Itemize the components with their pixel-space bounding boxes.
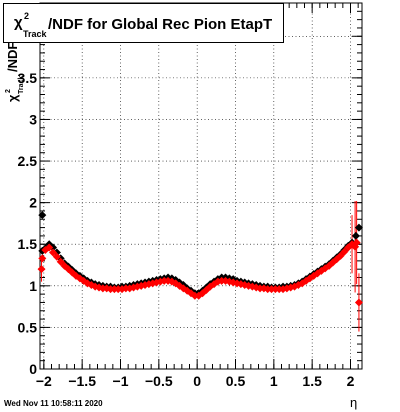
axis-ticks xyxy=(40,2,362,370)
chart-title: /NDF for Global Rec Pion EtapT xyxy=(48,16,273,33)
red-marker xyxy=(38,254,47,263)
x-tick-label: 1 xyxy=(270,373,278,389)
x-tick-label: −2 xyxy=(36,373,52,389)
grid-lines xyxy=(40,3,362,370)
x-tick-label: −0.5 xyxy=(145,373,173,389)
y-label-sub: Track xyxy=(18,76,25,94)
chart-title-box: χ 2 Track /NDF for Global Rec Pion EtapT xyxy=(3,3,284,43)
title-superscript: 2 xyxy=(24,11,30,21)
data-points xyxy=(37,211,363,307)
x-tick-label: 0 xyxy=(193,373,201,389)
y-tick-label: 2.5 xyxy=(18,153,38,169)
black-marker xyxy=(351,231,360,240)
y-tick-label: 3 xyxy=(29,111,37,127)
title-chi: χ xyxy=(14,14,23,31)
red-marker xyxy=(352,238,361,247)
y-tick-label: 0 xyxy=(29,361,37,377)
title-subscript: Track xyxy=(23,29,47,39)
x-tick-label: 2 xyxy=(347,373,355,389)
timestamp-footer: Wed Nov 11 10:58:11 2020 xyxy=(4,399,103,408)
x-tick-label: 1.5 xyxy=(302,373,322,389)
y-tick-label: 0.5 xyxy=(18,319,38,335)
x-tick-label: 0.5 xyxy=(226,373,246,389)
red-marker xyxy=(37,265,46,274)
y-tick-label: 1 xyxy=(29,278,37,294)
y-label-rest: /NDF xyxy=(5,42,20,72)
red-marker xyxy=(45,243,54,252)
x-tick-label: −1.5 xyxy=(68,373,96,389)
x-tick-label: −1 xyxy=(113,373,129,389)
error-bars xyxy=(38,200,362,332)
y-tick-label: 1.5 xyxy=(18,236,38,252)
x-tick-labels: −2 −1.5 −1 −0.5 0 0.5 1 1.5 2 xyxy=(36,373,355,389)
y-axis-label: χ 2 Track /NDF xyxy=(5,42,25,102)
black-marker xyxy=(354,223,363,232)
y-tick-label: 2 xyxy=(29,195,37,211)
y-label-chi: χ xyxy=(5,94,20,102)
red-marker xyxy=(52,252,61,261)
x-axis-label: η xyxy=(350,395,358,410)
plot-frame xyxy=(39,2,363,370)
red-marker xyxy=(354,298,363,307)
y-label-sup: 2 xyxy=(5,89,12,93)
y-tick-label: 3.5 xyxy=(18,70,38,86)
black-marker xyxy=(38,211,47,220)
